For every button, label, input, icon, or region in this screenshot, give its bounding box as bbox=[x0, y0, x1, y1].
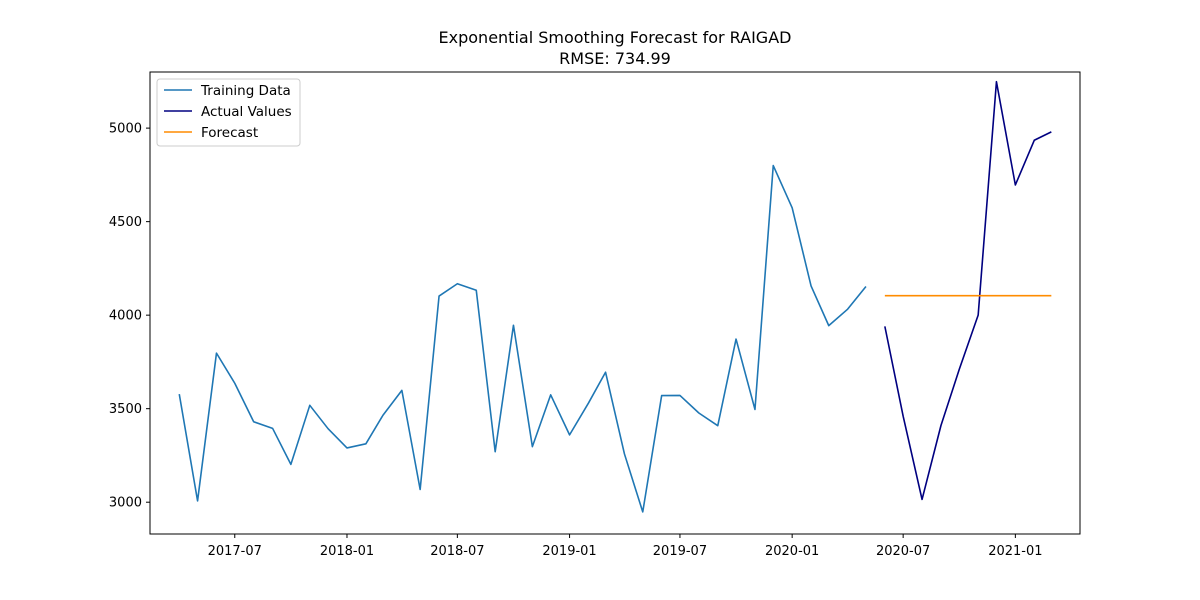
legend-label: Training Data bbox=[200, 83, 291, 99]
y-tick-label: 3000 bbox=[109, 496, 142, 511]
legend-box bbox=[156, 78, 301, 147]
x-axis: 2017-07 2018-01 2018-07 2019-01 2019-07 2020-… bbox=[208, 534, 1043, 559]
legend: Training Data Actual Values Forecast bbox=[156, 78, 301, 147]
x-tick-label: 2018-07 bbox=[430, 544, 484, 559]
y-tick-label: 3500 bbox=[109, 402, 142, 417]
y-axis: 3000 3500 4000 4500 5000 bbox=[109, 122, 150, 511]
series-line-training-data bbox=[178, 164, 867, 513]
legend-label: Actual Values bbox=[201, 104, 292, 120]
plot-area bbox=[149, 71, 1081, 535]
y-tick-label: 5000 bbox=[109, 122, 142, 137]
x-tick-label: 2019-01 bbox=[542, 544, 596, 559]
legend-label: Forecast bbox=[201, 125, 258, 141]
y-tick-label: 4500 bbox=[109, 215, 142, 230]
series-layer bbox=[178, 80, 1052, 513]
chart-title: Exponential Smoothing Forecast for RAIGA… bbox=[439, 28, 792, 47]
x-tick-label: 2021-01 bbox=[988, 544, 1042, 559]
series-line-actual-values bbox=[884, 80, 1052, 501]
x-tick-label: 2020-01 bbox=[765, 544, 819, 559]
y-tick-label: 4000 bbox=[109, 309, 142, 324]
x-tick-label: 2020-07 bbox=[876, 544, 930, 559]
chart-subtitle: RMSE: 734.99 bbox=[559, 49, 671, 68]
x-tick-label: 2017-07 bbox=[208, 544, 262, 559]
x-tick-label: 2019-07 bbox=[653, 544, 707, 559]
x-tick-label: 2018-01 bbox=[320, 544, 374, 559]
